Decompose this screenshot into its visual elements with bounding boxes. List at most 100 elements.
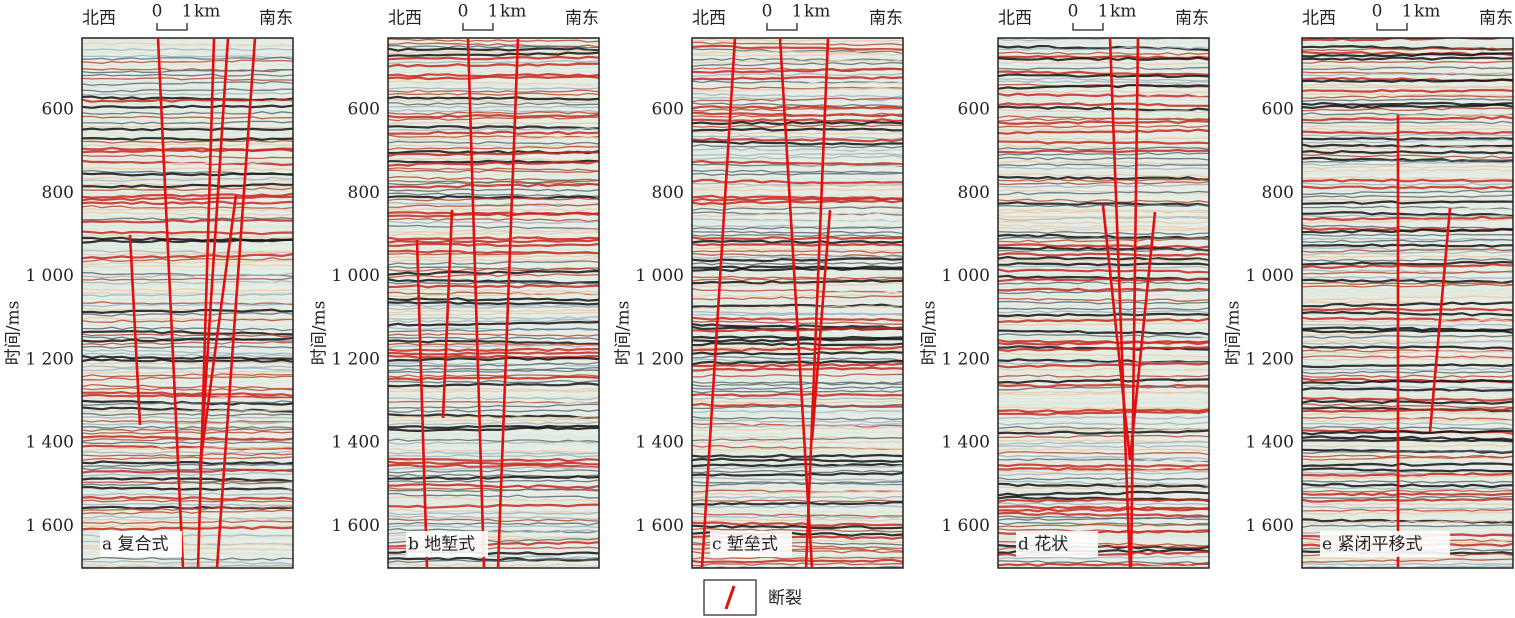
reflector [1302, 438, 1513, 443]
reflector [82, 393, 293, 399]
seismic-panel: e 紧闭平移式 北西 南东 0 1 km 600 800 1 000 1 200 1 400 1 60… [1224, 2, 1514, 569]
scale-unit: km [1414, 2, 1440, 22]
reflector [388, 443, 599, 448]
reflector [1302, 505, 1513, 510]
reflector [998, 124, 1209, 129]
reflector [1302, 489, 1513, 493]
reflector [692, 137, 903, 143]
reflector [692, 127, 903, 132]
reflector [388, 172, 599, 177]
reflector [1302, 228, 1513, 234]
reflector [1302, 283, 1513, 288]
reflector [82, 437, 293, 442]
reflector [1302, 250, 1513, 256]
reflector [692, 366, 903, 372]
reflector [388, 51, 599, 58]
reflector [82, 47, 293, 52]
reflector [998, 252, 1209, 257]
reflector [692, 87, 903, 93]
reflector [388, 231, 599, 236]
y-tick-label: 1 400 [1245, 433, 1294, 453]
fault [415, 239, 429, 568]
reflector [998, 63, 1209, 68]
reflector [998, 434, 1209, 439]
reflector [82, 373, 293, 378]
reflector [998, 265, 1209, 269]
reflector [1302, 275, 1513, 280]
reflector [82, 230, 293, 236]
reflector [82, 489, 293, 493]
reflector [388, 483, 599, 490]
reflector [692, 464, 903, 470]
reflector [692, 499, 903, 503]
reflector [1302, 510, 1513, 515]
panel-label: a 复合式 [102, 535, 169, 555]
reflector [998, 383, 1209, 388]
scale-zero: 0 [1372, 2, 1383, 22]
reflector [692, 112, 903, 118]
panel-label-bg [100, 531, 182, 557]
reflector [692, 495, 903, 500]
scale-bar [462, 23, 494, 31]
reflector [82, 143, 293, 147]
reflector [998, 40, 1209, 45]
reflector [1302, 233, 1513, 237]
reflector [998, 268, 1209, 274]
reflector [388, 366, 599, 372]
reflector [1302, 444, 1513, 448]
orientation-right: 南东 [259, 9, 293, 29]
reflector [388, 38, 599, 43]
reflector [692, 52, 903, 58]
y-tick-label: 1 200 [25, 349, 74, 369]
reflector [692, 49, 903, 55]
reflector [82, 226, 293, 231]
reflector [998, 400, 1209, 405]
reflector [1302, 143, 1513, 149]
reflector [998, 362, 1209, 369]
reflector [692, 211, 903, 216]
reflector [1302, 168, 1513, 173]
reflector [388, 487, 599, 492]
orientation-left: 北西 [692, 9, 726, 29]
reflector [1302, 98, 1513, 102]
reflector [998, 444, 1209, 449]
reflector [998, 255, 1209, 262]
reflector [998, 144, 1209, 150]
reflector [998, 92, 1209, 99]
reflector [692, 392, 903, 398]
reflector [998, 312, 1209, 318]
reflector [388, 401, 599, 407]
reflector [82, 195, 293, 202]
reflector [1302, 171, 1513, 176]
scale-unit: km [1110, 2, 1136, 22]
reflector [998, 137, 1209, 141]
reflector [388, 403, 599, 409]
reflector [82, 383, 293, 390]
panel-label: d 花状 [1018, 535, 1068, 555]
reflector [692, 102, 903, 108]
reflector [692, 172, 903, 176]
reflector [82, 242, 293, 247]
reflector [692, 509, 903, 514]
reflector [1302, 258, 1513, 262]
fault [198, 194, 238, 466]
reflector [388, 419, 599, 423]
reflector [1302, 149, 1513, 155]
reflector [998, 231, 1209, 236]
reflector [692, 250, 903, 254]
reflector [692, 59, 903, 64]
reflector [388, 89, 599, 93]
reflector [998, 293, 1209, 298]
reflector [388, 344, 599, 349]
fault [496, 38, 520, 568]
reflector [692, 41, 903, 47]
reflector [998, 486, 1209, 491]
reflector [388, 62, 599, 68]
reflector [692, 462, 903, 468]
reflector [388, 351, 599, 356]
reflector [998, 140, 1209, 145]
reflector [82, 480, 293, 487]
reflector [692, 377, 903, 381]
reflector [998, 175, 1209, 181]
reflector [998, 463, 1209, 468]
